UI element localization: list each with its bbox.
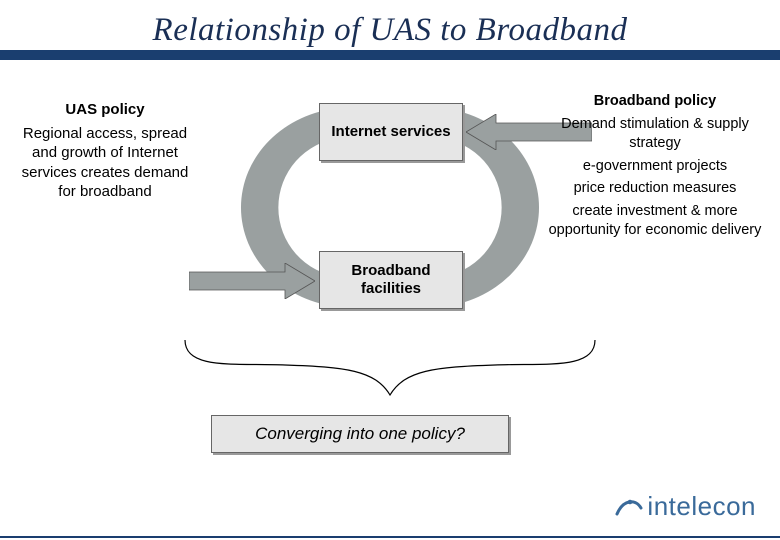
converging-box: Converging into one policy? (211, 415, 509, 453)
broadband-policy-heading: Broadband policy (544, 92, 766, 111)
slide-title: Relationship of UAS to Broadband (0, 0, 780, 49)
curly-brace-icon (175, 335, 605, 400)
uas-policy-body: Regional access, spread and growth of In… (20, 124, 190, 202)
arrow-right-icon (189, 263, 315, 299)
logo-swoosh-icon (615, 494, 643, 520)
box-top-label: Internet services (331, 123, 450, 141)
uas-policy-heading: UAS policy (20, 100, 190, 120)
box-bottom-label: Broadband facilities (320, 262, 462, 298)
converging-text: Converging into one policy? (255, 424, 465, 444)
slide: Relationship of UAS to Broadband Interne… (0, 0, 780, 540)
broadband-item-3: price reduction measures (544, 179, 766, 198)
broadband-item-2: e-government projects (544, 157, 766, 176)
broadband-item-1: Demand stimulation & supply strategy (544, 115, 766, 153)
broadband-item-4: create investment & more opportunity for… (544, 202, 766, 240)
intelecon-logo: intelecon (615, 491, 756, 522)
title-bar (0, 50, 780, 60)
box-internet-services: Internet services (319, 103, 463, 161)
box-broadband-facilities: Broadband facilities (319, 251, 463, 309)
bottom-rule (0, 536, 780, 538)
uas-policy-column: UAS policy Regional access, spread and g… (20, 100, 190, 202)
broadband-policy-column: Broadband policy Demand stimulation & su… (544, 92, 766, 244)
logo-text: intelecon (647, 491, 756, 522)
